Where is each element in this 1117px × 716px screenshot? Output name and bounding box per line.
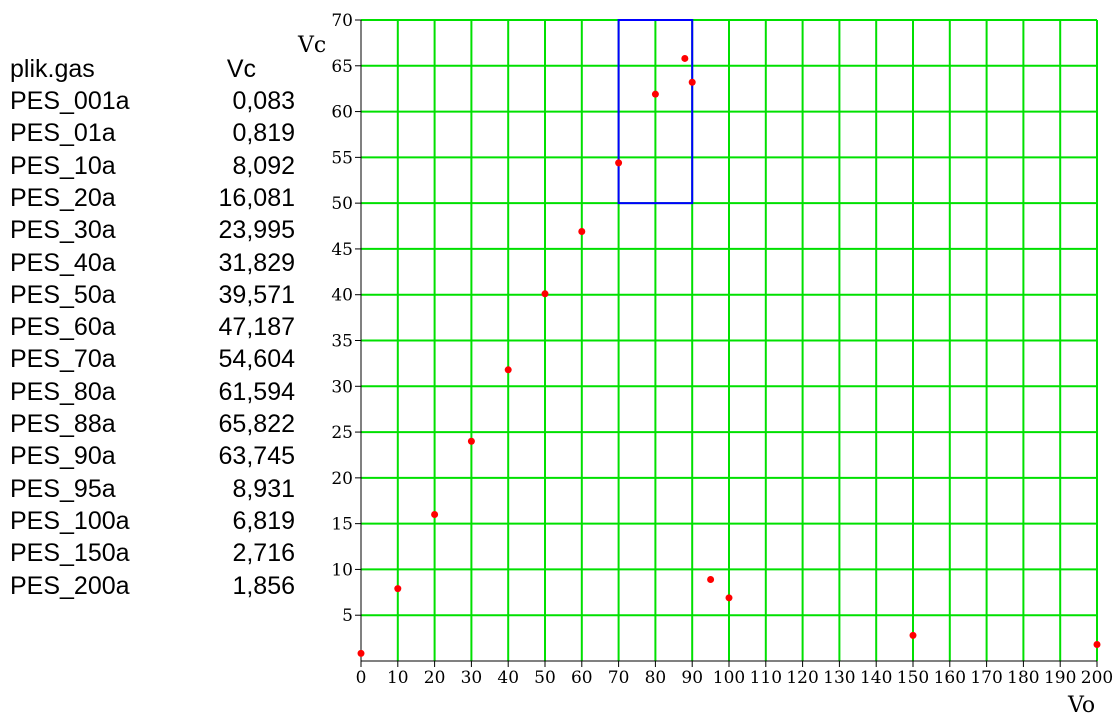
row-vc-value: 39,571 <box>218 280 295 309</box>
y-tick-label: 25 <box>331 423 353 443</box>
data-point <box>578 228 586 236</box>
row-vc-value: 31,829 <box>218 248 295 277</box>
row-filename: PES_01a <box>10 119 116 148</box>
x-tick-label: 160 <box>934 668 966 688</box>
x-tick-label: 80 <box>645 668 667 688</box>
x-tick-label: 70 <box>608 668 630 688</box>
row-vc-value: 61,594 <box>218 377 295 406</box>
y-tick-label: 70 <box>331 11 353 31</box>
data-point <box>615 159 623 167</box>
row-filename: PES_95a <box>10 474 116 503</box>
y-tick-label: 60 <box>331 103 353 123</box>
x-tick-label: 150 <box>897 668 929 688</box>
row-filename: PES_40a <box>10 248 116 277</box>
row-vc-value: 0,083 <box>232 87 295 115</box>
row-vc-value: 63,745 <box>218 442 295 471</box>
row-filename: PES_150a <box>10 539 130 568</box>
row-vc-value: 54,604 <box>218 345 295 374</box>
row-filename: PES_70a <box>10 345 116 374</box>
row-filename: PES_10a <box>10 151 116 180</box>
data-point <box>357 649 365 657</box>
y-tick-label: 35 <box>331 332 353 352</box>
x-tick-label: 100 <box>713 668 745 688</box>
row-vc-value: 8,092 <box>232 151 295 180</box>
data-point <box>504 366 512 374</box>
row-filename: PES_100a <box>10 506 130 535</box>
x-tick-label: 180 <box>1007 668 1039 688</box>
row-filename: PES_20a <box>10 183 116 212</box>
data-point <box>394 585 402 593</box>
row-filename: PES_200a <box>10 571 130 600</box>
y-tick-label: 55 <box>331 148 353 168</box>
y-tick-label: 40 <box>331 286 353 306</box>
row-vc-value: 1,856 <box>232 571 295 600</box>
row-vc-value: 23,995 <box>218 216 295 245</box>
y-tick-label: 15 <box>331 515 353 535</box>
row-vc-value: 16,081 <box>218 183 295 212</box>
x-tick-label: 10 <box>387 668 409 688</box>
row-filename: PES_60a <box>10 313 116 342</box>
row-vc-value: 0,819 <box>232 119 295 148</box>
x-tick-label: 30 <box>461 668 483 688</box>
x-tick-label: 130 <box>823 668 855 688</box>
x-tick-label: 170 <box>970 668 1002 688</box>
row-vc-value: 6,819 <box>232 506 295 535</box>
data-point <box>541 290 549 298</box>
row-filename: PES_50a <box>10 280 116 309</box>
x-tick-label: 110 <box>750 668 782 688</box>
data-point <box>688 78 696 86</box>
data-point <box>909 631 917 639</box>
data-point <box>707 576 715 584</box>
row-filename: PES_88a <box>10 410 116 438</box>
x-tick-label: 0 <box>356 668 367 688</box>
data-point <box>651 90 659 98</box>
y-tick-label: 20 <box>331 469 353 489</box>
y-tick-label: 5 <box>342 606 353 626</box>
data-point <box>725 594 733 602</box>
x-tick-label: 40 <box>497 668 519 688</box>
header-vc: Vc <box>226 55 256 83</box>
data-point <box>467 437 475 445</box>
highlight-rectangle <box>617 19 694 205</box>
x-tick-label: 50 <box>534 668 556 688</box>
data-point <box>681 54 689 62</box>
row-vc-value: 2,716 <box>232 539 295 568</box>
y-tick-label: 45 <box>331 240 353 260</box>
row-filename: PES_30a <box>10 216 116 245</box>
x-tick-label: 90 <box>681 668 703 688</box>
row-vc-value: 47,187 <box>218 313 295 342</box>
y-axis-label: Vc <box>297 33 326 58</box>
row-vc-value: 8,931 <box>232 474 295 503</box>
x-tick-label: 60 <box>571 668 593 688</box>
x-tick-label: 20 <box>424 668 446 688</box>
x-axis-label: Vo <box>1067 693 1095 716</box>
y-tick-label: 50 <box>331 194 353 214</box>
x-tick-label: 140 <box>860 668 892 688</box>
x-tick-label: 120 <box>786 668 818 688</box>
row-filename: PES_90a <box>10 442 116 471</box>
y-tick-label: 10 <box>331 560 353 580</box>
y-tick-label: 65 <box>331 57 353 77</box>
y-tick-label: 30 <box>331 377 353 397</box>
row-filename: PES_80a <box>10 377 116 406</box>
row-vc-value: 65,822 <box>218 410 295 438</box>
x-tick-label: 200 <box>1081 668 1113 688</box>
data-point <box>431 510 439 518</box>
data-point <box>1093 641 1101 649</box>
row-filename: PES_001a <box>10 87 130 115</box>
x-tick-label: 190 <box>1044 668 1076 688</box>
header-filename: plik.gas <box>10 55 95 83</box>
